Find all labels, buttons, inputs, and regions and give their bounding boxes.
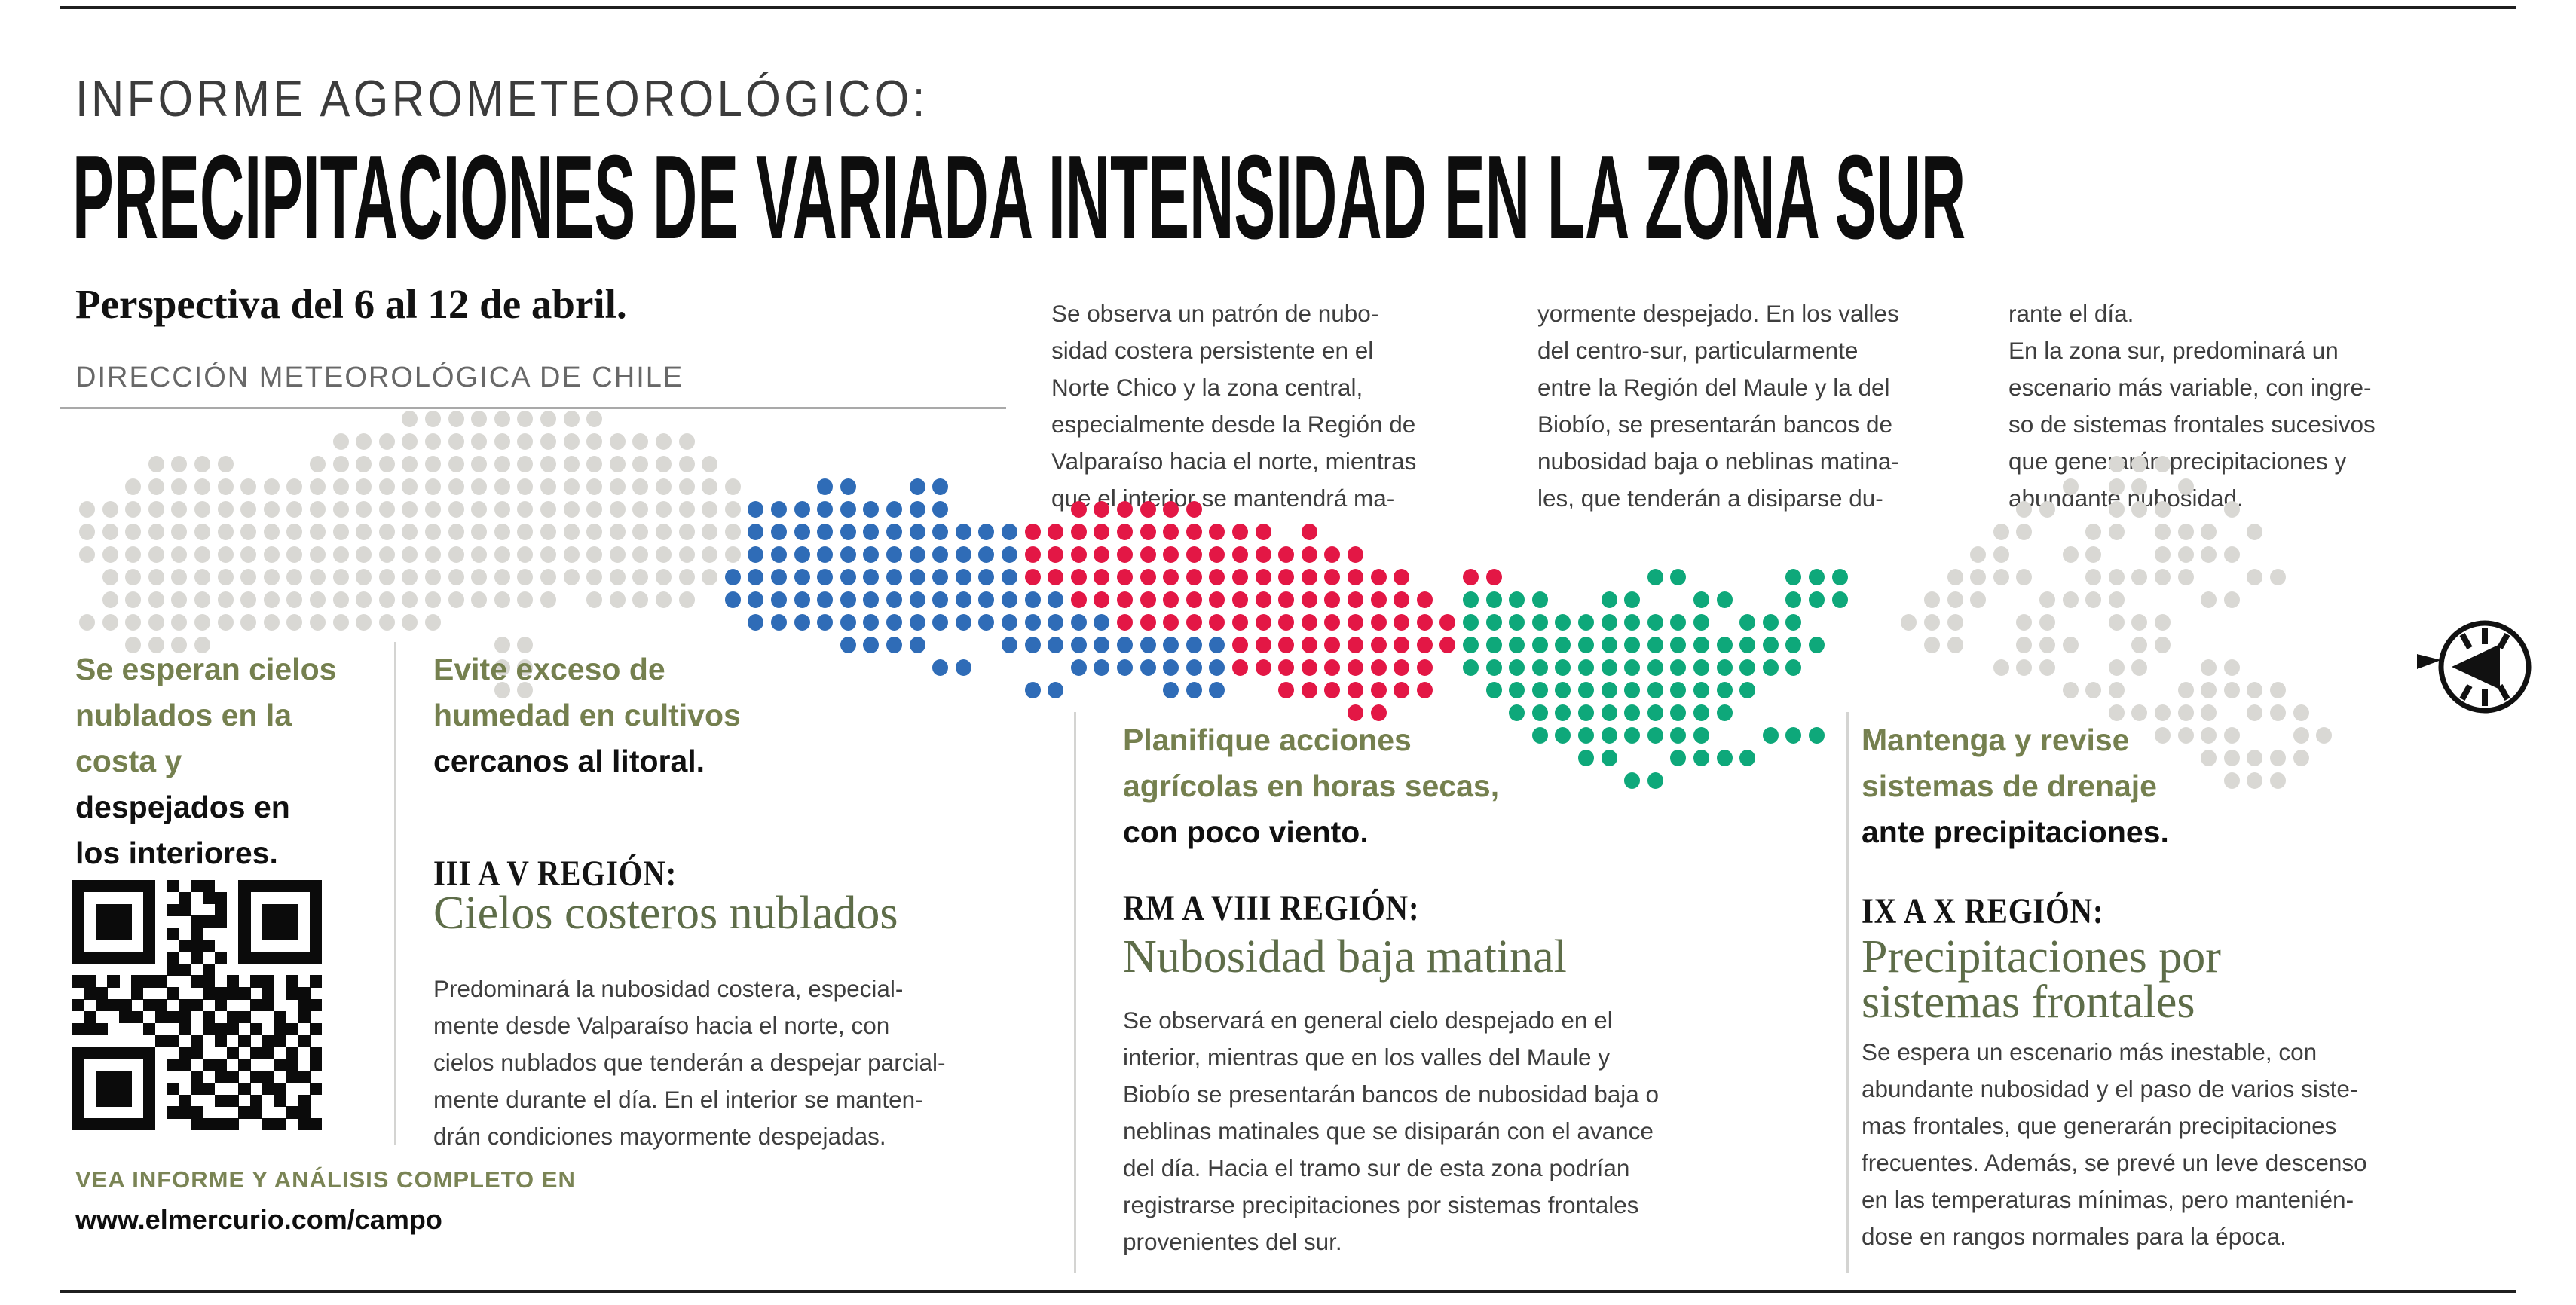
intro-column-1: Se observa un patrón de nubo-sidad coste… xyxy=(1051,300,1417,512)
forecast-period: Perspectiva del 6 al 12 de abril. xyxy=(75,281,627,327)
advice-drainage: Mantenga y revise sistemas de drenaje ant… xyxy=(1862,717,2169,855)
advice-coast-black: despejados en los interiores. xyxy=(75,790,290,870)
section-kicker: INFORME AGROMETEOROLÓGICO: xyxy=(75,70,929,127)
advice-dry-hours-green: Planifique acciones agrícolas en horas se… xyxy=(1123,723,1500,803)
advice-dry-hours-black: con poco viento. xyxy=(1123,814,1369,849)
region2-body: Se observará en general cielo despejado … xyxy=(1123,1007,1660,1255)
region3-title: Precipitaciones por sistemas frontales xyxy=(1862,931,2221,1028)
source-divider xyxy=(60,407,1006,409)
advice-humidity-black: cercanos al litoral. xyxy=(433,744,705,778)
region1-kicker: III A V REGIÓN: xyxy=(433,854,678,894)
column-divider-3 xyxy=(1846,712,1849,1273)
region3-kicker: IX A X REGIÓN: xyxy=(1862,891,2104,931)
advice-humidity-green: Evite exceso de humedad en cultivos xyxy=(433,652,741,732)
region1-body: Predominará la nubosidad costera, especi… xyxy=(433,975,946,1150)
qr-code xyxy=(72,880,323,1131)
advice-drainage-green: Mantenga y revise sistemas de drenaje xyxy=(1862,723,2157,803)
source-label: DIRECCIÓN METEOROLÓGICA DE CHILE xyxy=(75,362,684,393)
intro-column-2: yormente despejado. En los valles del cen… xyxy=(1537,300,1899,512)
region2-title: Nubosidad baja matinal xyxy=(1123,931,1567,983)
advice-drainage-black: ante precipitaciones. xyxy=(1862,814,2169,849)
advice-coast-green: Se esperan cielos nublados en la costa y xyxy=(75,652,337,778)
region2-kicker: RM A VIII REGIÓN: xyxy=(1123,888,1420,928)
top-rule xyxy=(60,6,2516,9)
footer-url: www.elmercurio.com/campo xyxy=(75,1204,442,1235)
bottom-rule xyxy=(60,1290,2516,1293)
advice-coast: Se esperan cielos nublados en la costa y d… xyxy=(75,646,336,876)
advice-dry-hours: Planifique acciones agrícolas en horas se… xyxy=(1123,717,1499,855)
column-divider-1 xyxy=(394,642,396,1145)
advice-humidity: Evite exceso de humedad en cultivos cerca… xyxy=(433,646,741,784)
stopwatch-flag-icon xyxy=(2415,603,2544,735)
intro-column-3: rante el día. En la zona sur, predominar… xyxy=(2008,300,2376,512)
column-divider-2 xyxy=(1074,712,1076,1273)
region3-body: Se espera un escenario más inestable, co… xyxy=(1862,1038,2367,1250)
page-title: PRECIPITACIONES DE VARIADA INTENSIDAD EN… xyxy=(72,131,1966,264)
region1-title: Cielos costeros nublados xyxy=(433,888,898,939)
footer-cta: VEA INFORME Y ANÁLISIS COMPLETO EN xyxy=(75,1166,576,1193)
